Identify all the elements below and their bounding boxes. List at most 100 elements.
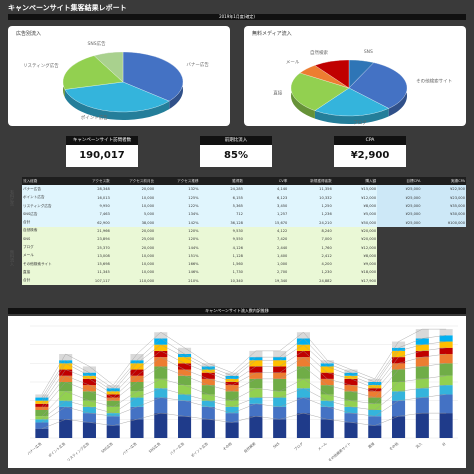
bar-segment <box>273 360 287 367</box>
bar-segment <box>368 388 382 392</box>
kpi-ratio-value: 85% <box>200 145 272 167</box>
pie-panel-ads: 広告別流入 バナー広告 ポイント広告 リスティング広告 SNS広告 <box>8 26 230 126</box>
table-cell: 4,126 <box>199 243 244 252</box>
bar-segment <box>154 413 168 438</box>
bar-segment <box>249 397 263 404</box>
table-cell: 7,000 <box>288 235 333 244</box>
table-cell: ¥12,000 <box>332 243 378 252</box>
bar-segment <box>225 372 239 376</box>
x-tick-label: 流入 <box>414 441 423 450</box>
bar-segment <box>35 410 49 417</box>
table-cell: ¥25,000 <box>377 185 422 194</box>
x-tick-label: ポイント広告 <box>47 441 67 459</box>
table-row: メール 13,008 10,000 151% 1,128 1,400 2,412 ¥8,000 <box>22 251 466 260</box>
bar-segment <box>368 410 382 417</box>
bar-segment <box>130 375 144 382</box>
table-cell <box>377 226 422 236</box>
bar-segment <box>392 357 406 364</box>
series-line <box>41 341 447 401</box>
bar-segment <box>59 400 73 407</box>
bar-segment <box>273 391 287 398</box>
bar-segment <box>249 360 263 367</box>
table-row: SNS 23,894 25,000 120% 9,550 7,420 7,000 ¥20,00… <box>22 235 466 244</box>
table-row: リスティング広告 9,950 10,000 122% 5,365 3,450 1,250 ¥8… <box>22 201 466 211</box>
bar-segment <box>35 397 49 401</box>
table-cell: ¥35,000 <box>421 201 466 211</box>
table-cell: 210% <box>155 276 200 285</box>
bar-segment <box>59 419 73 438</box>
table-cell: ¥17,900 <box>332 276 378 285</box>
table-cell: 7,420 <box>243 235 289 244</box>
bar-segment <box>273 378 287 392</box>
bar-segment <box>106 385 120 389</box>
x-tick-label: バナー広告 <box>121 441 138 456</box>
bar-segment <box>249 388 263 398</box>
table-cell: 1,236 <box>288 210 333 219</box>
bar-segment <box>178 375 192 386</box>
bar-segment <box>296 388 310 398</box>
pie-slice-0 <box>122 51 184 102</box>
bar-segment <box>178 416 192 438</box>
pie-slice-1 <box>348 62 408 109</box>
bar-segment <box>82 375 96 379</box>
bar-segment <box>154 378 168 389</box>
bar-segment <box>201 369 215 373</box>
table-cell: 19,340 <box>243 276 289 285</box>
table-row: バナー広告 28,348 20,000 132% 24,285 4,140 11,356 ¥1… <box>22 185 466 194</box>
bar-segment <box>296 378 310 389</box>
pie-slice-2 <box>62 55 124 90</box>
bar-segment <box>415 357 429 367</box>
table-cell: 13,008 <box>66 251 111 260</box>
bar-segment <box>201 394 215 401</box>
bar-segment <box>249 350 263 358</box>
bar-segment <box>154 388 168 398</box>
bar-segment <box>106 397 120 401</box>
bar-segment <box>130 382 144 392</box>
series-line <box>41 375 447 417</box>
table-cell: 9,530 <box>199 226 244 236</box>
table-cell: SNS <box>22 235 67 244</box>
bar-segment <box>154 350 168 358</box>
bar-segment <box>296 350 310 358</box>
bar-segment <box>178 363 192 370</box>
bar-segment <box>273 419 287 438</box>
bar-segment <box>273 372 287 379</box>
table-cell: 28,348 <box>66 185 111 194</box>
table-cell: 4,200 <box>288 259 333 269</box>
table-row: SNS広告 7,463 5,000 134% 712 1,257 1,236 ¥5,000 ¥2… <box>22 210 466 219</box>
bar-segment <box>59 369 73 376</box>
bar-segment <box>344 372 358 376</box>
bar-segment <box>59 354 73 361</box>
series-line <box>41 363 447 411</box>
bar-segment <box>344 422 358 438</box>
bar-segment <box>201 378 215 386</box>
bar-segment <box>59 382 73 392</box>
table-cell: 16,013 <box>66 193 111 202</box>
bar-segment <box>154 366 168 379</box>
table-cell: ¥8,000 <box>332 251 378 260</box>
table-cell: 4,140 <box>243 185 289 194</box>
bar-segment <box>201 406 215 420</box>
bar-segment <box>249 372 263 379</box>
bar-segment <box>439 341 453 348</box>
bar-segment <box>439 375 453 386</box>
table-cell: バナー広告 <box>22 185 67 194</box>
table-cell: 自然検索 <box>22 226 67 236</box>
bar-segment <box>439 363 453 376</box>
table-cell: 132% <box>155 185 200 194</box>
bar-segment <box>249 366 263 373</box>
bar-segment <box>439 394 453 414</box>
x-tick-label: ポイント広告 <box>190 441 210 459</box>
table-cell <box>421 235 466 244</box>
table-cell: 20,000 <box>110 185 156 194</box>
table-cell: 24,285 <box>199 185 244 194</box>
bar-segment <box>392 382 406 392</box>
table-cell <box>377 259 422 269</box>
table-row: 自然検索 21,966 20,000 120% 9,530 4,122 8,240 ¥20,0… <box>22 226 466 236</box>
table-cell: ¥20,000 <box>332 235 378 244</box>
bar-segment <box>368 416 382 426</box>
table-cell: 6,123 <box>243 193 289 202</box>
series-line <box>41 384 447 420</box>
bar-segment <box>415 388 429 398</box>
bar-segment <box>344 400 358 407</box>
